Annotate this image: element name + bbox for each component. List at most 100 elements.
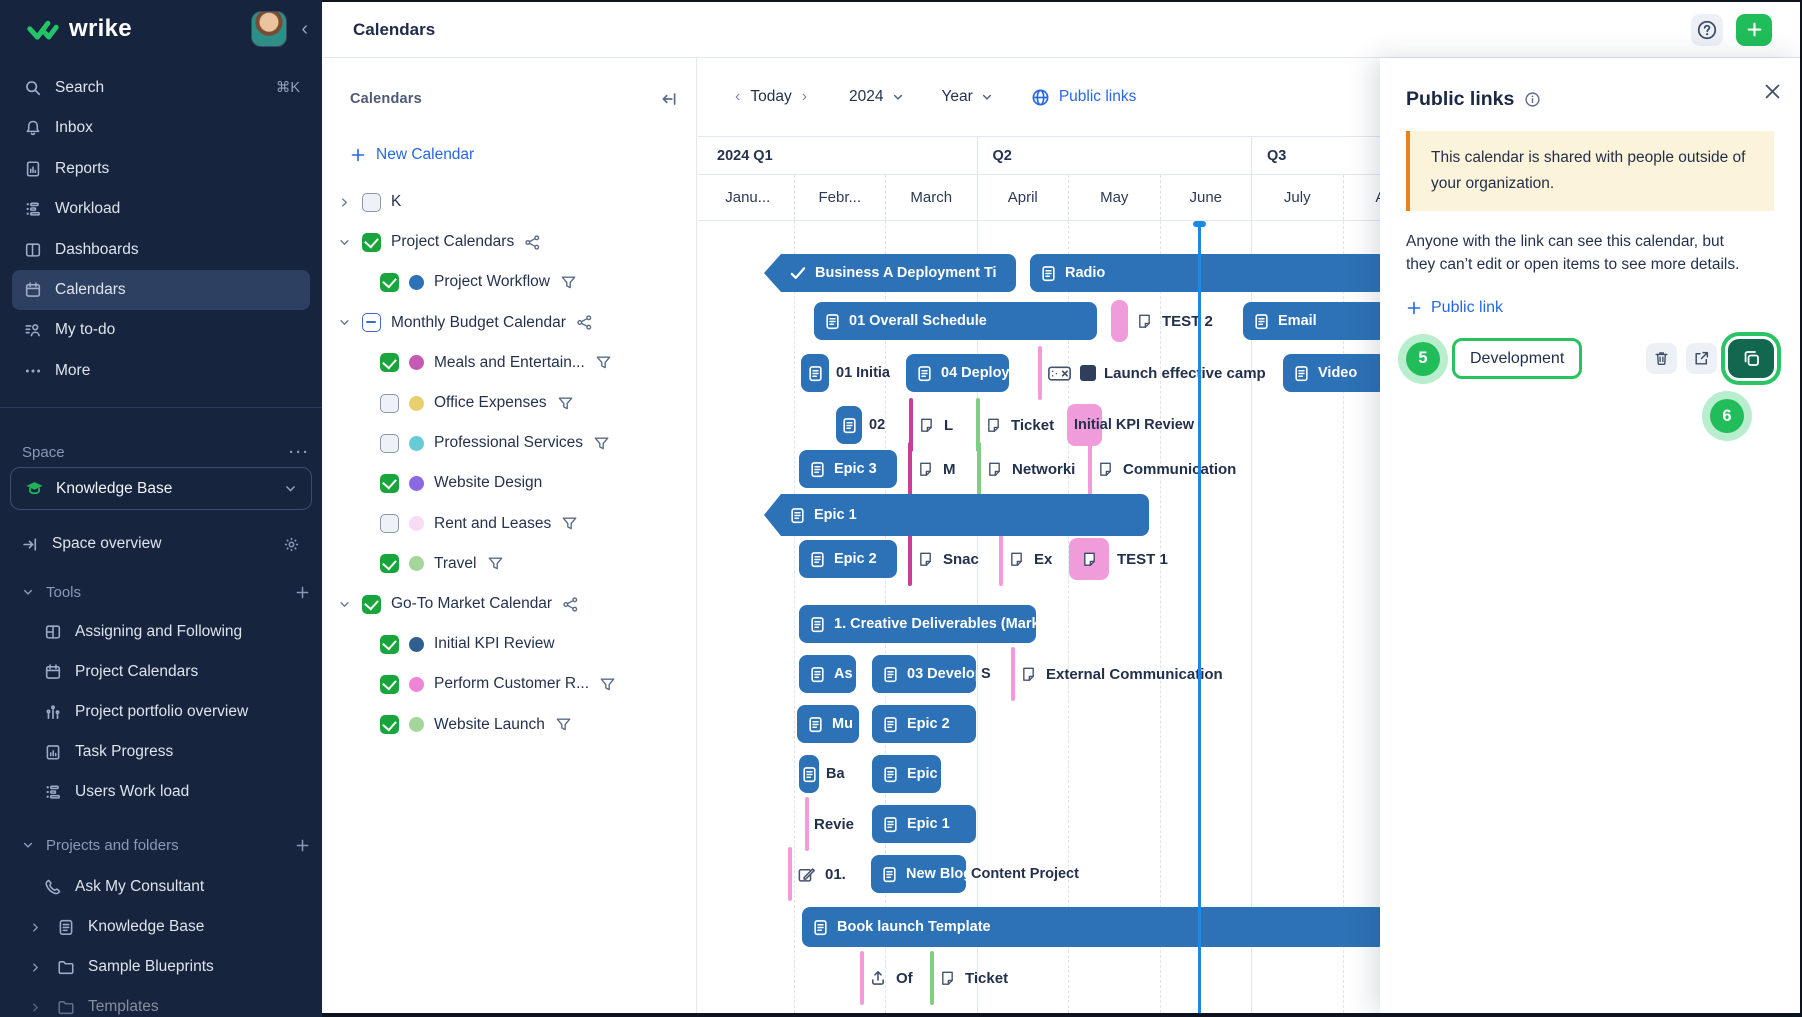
calendar-tree-item-professional-services[interactable]: Professional Services (322, 423, 690, 463)
gantt-bar-ba[interactable] (799, 755, 819, 793)
calendar-checkbox-checked[interactable] (380, 674, 399, 694)
calendar-checkbox-unchecked[interactable] (380, 393, 399, 413)
sidebar-item-search[interactable]: Search ⌘K (12, 68, 310, 108)
sidebar-item-assigning-and-following[interactable]: Assigning and Following (12, 612, 310, 652)
today-button[interactable]: Today (750, 88, 792, 105)
calendar-tree-item-website-design[interactable]: Website Design (322, 463, 690, 503)
gantt-bar-1-creative-deliverables-mark[interactable]: 1. Creative Deliverables (Mark (799, 605, 1036, 643)
gantt-item-communication[interactable]: Communication (1097, 450, 1236, 488)
sidebar-item-space-overview[interactable]: Space overview (12, 524, 310, 564)
collapse-node-icon[interactable] (336, 599, 352, 610)
open-link-button[interactable] (1686, 343, 1717, 374)
projects-section-header[interactable]: Projects and folders (22, 827, 310, 863)
new-calendar-button[interactable]: New Calendar (350, 146, 474, 164)
year-select[interactable]: 2024 (849, 88, 903, 106)
gantt-bar-mu[interactable]: Mu (797, 705, 859, 743)
gantt-bar-03-develop[interactable]: 03 Develop (872, 655, 976, 693)
calendar-tree-item-project-calendars[interactable]: Project Calendars (322, 222, 690, 262)
create-new-button[interactable] (1736, 13, 1772, 46)
calendar-checkbox-checked[interactable] (380, 353, 399, 373)
gantt-bar-epic-3[interactable]: Epic 3 (872, 755, 941, 793)
filter-icon[interactable] (595, 354, 612, 371)
gantt-item-01[interactable]: 01. (797, 855, 846, 893)
gantt-item-ex[interactable]: Ex (1008, 540, 1052, 578)
sidebar-item-dashboards[interactable]: Dashboards (12, 230, 310, 270)
sidebar-collapse-icon[interactable]: ‹ (301, 17, 308, 40)
plus-icon[interactable] (295, 585, 310, 600)
gantt-bar-epic-1[interactable]: Epic 1 (764, 494, 1149, 536)
space-switcher[interactable]: Knowledge Base (10, 467, 312, 510)
sidebar-item-more[interactable]: More (12, 351, 310, 391)
gantt-bar-02[interactable] (836, 406, 862, 444)
help-button[interactable] (1691, 13, 1723, 46)
gantt-bar-04-deploym[interactable]: 04 Deploym (906, 354, 1009, 392)
sidebar-item-users-work-load[interactable]: Users Work load (12, 772, 310, 812)
view-granularity-select[interactable]: Year (942, 88, 993, 106)
gantt-bar-01-overall-schedule[interactable]: 01 Overall Schedule (814, 302, 1097, 340)
gantt-item-ticket[interactable]: Ticket (939, 959, 1008, 997)
calendar-checkbox-unchecked[interactable] (362, 192, 381, 212)
calendar-checkbox-checked[interactable] (380, 554, 399, 574)
gear-icon[interactable] (283, 536, 300, 553)
close-icon[interactable] (1763, 82, 1782, 101)
calendar-checkbox-checked[interactable] (380, 473, 399, 493)
calendar-tree-item-rent-and-leases[interactable]: Rent and Leases (322, 504, 690, 544)
share-icon[interactable] (524, 234, 541, 251)
calendar-tree-item-monthly-budget-calendar[interactable]: Monthly Budget Calendar (322, 303, 690, 343)
gantt-item-test-2[interactable]: TEST 2 (1136, 302, 1213, 340)
pink-calendar-item[interactable] (1069, 538, 1109, 580)
filter-icon[interactable] (487, 555, 504, 572)
gantt-bar-epic-3[interactable]: Epic 3 (799, 450, 897, 488)
gantt-item-networki[interactable]: Networki (986, 450, 1075, 488)
gantt-item-ticket[interactable]: Ticket (985, 406, 1054, 444)
calendar-tree-item-website-launch[interactable]: Website Launch (322, 705, 690, 745)
sidebar-item-project-portfolio-overview[interactable]: Project portfolio overview (12, 692, 310, 732)
sidebar-item-calendars[interactable]: Calendars (12, 270, 310, 310)
filter-icon[interactable] (555, 716, 572, 733)
plus-icon[interactable] (295, 838, 310, 853)
gantt-bar-email[interactable]: Email (1243, 302, 1386, 340)
gantt-bar-as[interactable]: As (799, 655, 856, 693)
sidebar-item-reports[interactable]: Reports (12, 149, 310, 189)
expand-node-icon[interactable] (336, 197, 352, 208)
milestone-launch-effective-camp[interactable]: Launch effective camp (1047, 354, 1266, 392)
gantt-bar-new-blog[interactable]: New Blog (871, 855, 966, 893)
gantt-bar-epic-2[interactable]: Epic 2 (872, 705, 976, 743)
calendar-tree-item-k[interactable]: K (322, 182, 690, 222)
calendar-tree-item-meals-and-entertain[interactable]: Meals and Entertain... (322, 343, 690, 383)
filter-icon[interactable] (557, 395, 574, 412)
gantt-item-test-1[interactable]: TEST 1 (1117, 540, 1168, 578)
gantt-item-m[interactable]: M (917, 450, 956, 488)
calendar-checkbox-checked[interactable] (380, 634, 399, 654)
calendar-checkbox-indeterminate[interactable] (362, 313, 381, 333)
avatar[interactable] (251, 11, 288, 47)
calendar-tree-item-office-expenses[interactable]: Office Expenses (322, 383, 690, 423)
delete-link-button[interactable] (1646, 343, 1677, 374)
sidebar-item-ask-my-consultant[interactable]: Ask My Consultant (12, 867, 310, 907)
gantt-bar-book-launch-template[interactable]: Book launch Template (802, 907, 1386, 947)
today-marker[interactable] (1193, 221, 1206, 227)
sidebar-item-inbox[interactable]: Inbox (12, 108, 310, 148)
share-icon[interactable] (576, 314, 593, 331)
filter-icon[interactable] (561, 515, 578, 532)
filter-icon[interactable] (599, 676, 616, 693)
gantt-item-of[interactable]: Of (869, 959, 913, 997)
filter-icon[interactable] (593, 435, 610, 452)
calendar-checkbox-checked[interactable] (362, 594, 381, 614)
calendar-tree-item-go-to-market-calendar[interactable]: Go-To Market Calendar (322, 584, 690, 624)
share-icon[interactable] (562, 596, 579, 613)
gantt-bar-business-a-deployment-ti[interactable]: Business A Deployment Ti (764, 254, 1016, 292)
sidebar-item-knowledge-base[interactable]: Knowledge Base (12, 907, 310, 947)
gantt-bar-radio[interactable]: Radio (1030, 254, 1386, 292)
link-name-field[interactable]: Development (1452, 338, 1583, 379)
gantt-item-snac[interactable]: Snac (917, 540, 979, 578)
space-menu-icon[interactable]: ··· (289, 443, 310, 461)
calendar-tree-item-project-workflow[interactable]: Project Workflow (322, 262, 690, 302)
collapse-node-icon[interactable] (336, 317, 352, 328)
sidebar-item-sample-blueprints[interactable]: Sample Blueprints (12, 947, 310, 987)
calendar-checkbox-unchecked[interactable] (380, 433, 399, 453)
pink-calendar-item[interactable] (1067, 404, 1102, 446)
sidebar-item-templates[interactable]: Templates (12, 987, 310, 1017)
gantt-bar-epic-2[interactable]: Epic 2 (799, 540, 897, 578)
filter-icon[interactable] (560, 274, 577, 291)
